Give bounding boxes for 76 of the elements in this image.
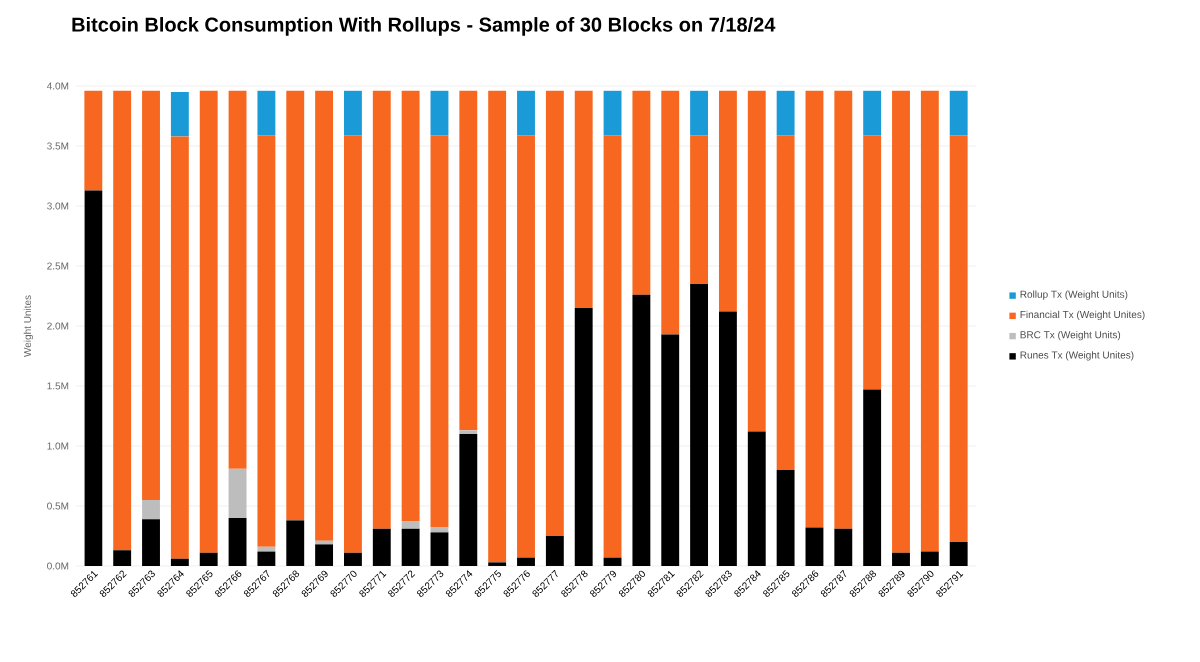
bar [747, 90, 766, 432]
bar [199, 552, 218, 566]
bar [603, 135, 622, 558]
bar [343, 90, 362, 136]
bar [257, 90, 276, 136]
bar [718, 311, 737, 566]
bar [690, 135, 709, 284]
bar [113, 90, 132, 551]
bar [430, 532, 449, 566]
bar [574, 307, 593, 566]
bar [517, 135, 535, 558]
bar [459, 90, 478, 431]
bar [286, 520, 305, 566]
bar [920, 551, 939, 566]
bar [632, 90, 651, 295]
bar [892, 90, 910, 553]
bar [401, 528, 420, 566]
bar [142, 499, 160, 520]
bar [84, 90, 103, 191]
bar [343, 552, 362, 566]
bar [228, 468, 247, 518]
bar [517, 557, 535, 566]
bar [863, 135, 882, 390]
bar [170, 91, 189, 137]
bar [834, 528, 853, 566]
bar [488, 90, 507, 563]
bar [430, 90, 449, 136]
bar [863, 389, 882, 566]
bar [372, 528, 391, 566]
bar [401, 90, 420, 522]
bar [574, 90, 593, 308]
bar [257, 551, 276, 566]
bar [892, 552, 910, 566]
bar [863, 90, 882, 136]
bar [257, 135, 276, 547]
bar [747, 431, 766, 566]
bar [286, 90, 305, 521]
bar [343, 135, 362, 553]
bar [776, 90, 795, 136]
bar [661, 90, 680, 335]
bar [545, 90, 564, 536]
bar [430, 135, 449, 528]
bar [776, 135, 795, 470]
bar [228, 517, 247, 566]
bar [632, 294, 651, 566]
bar [690, 90, 709, 136]
bar [603, 557, 622, 566]
bar [805, 527, 824, 566]
bar [949, 135, 968, 542]
bar [315, 544, 334, 566]
bar [690, 283, 709, 566]
bar [661, 334, 680, 566]
bar [170, 558, 189, 566]
bar [545, 535, 564, 566]
bar [372, 90, 391, 529]
bar [142, 519, 160, 566]
chart-title: Bitcoin Block Consumption With Rollups - Sample of 30 Blocks on 7/18/24 [72, 17, 776, 36]
bar [401, 521, 420, 529]
bar [113, 550, 132, 566]
bar [315, 90, 334, 541]
bar [142, 90, 160, 500]
bar [949, 90, 968, 136]
bar [834, 90, 853, 529]
bar [718, 90, 737, 312]
bar [170, 136, 189, 559]
bar [517, 90, 535, 136]
bar [603, 90, 622, 136]
bar [228, 90, 247, 469]
bar [805, 90, 824, 528]
bar [459, 433, 478, 566]
bar [257, 546, 276, 552]
bar [84, 190, 103, 566]
bar [920, 90, 939, 552]
bar [949, 541, 968, 566]
bar [199, 90, 218, 553]
bar [776, 469, 795, 566]
